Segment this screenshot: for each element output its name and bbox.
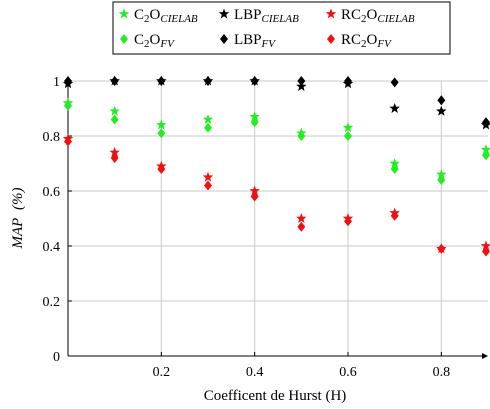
point-s2-8 — [436, 243, 447, 254]
x-axis-label: Coefficent de Hurst (H) — [204, 388, 347, 404]
legend-text-mid: O — [150, 32, 161, 48]
legend-text-sub2: 2 — [144, 13, 150, 25]
x-axis-arrow — [482, 353, 488, 359]
legend-text-sub: FV — [261, 38, 277, 50]
point-s2-1 — [109, 147, 120, 157]
point-s0-6 — [342, 122, 354, 133]
point-s1-0 — [62, 78, 74, 89]
y-axis-label-main: MAP — [10, 218, 26, 250]
legend-text-base: LBP — [234, 7, 262, 23]
y-tick-label-1: 0.2 — [43, 295, 61, 310]
point-s1-1 — [109, 75, 120, 86]
legend-entry-1: LBPCIELAB — [234, 7, 299, 25]
point-s2-5 — [296, 213, 307, 223]
legend-entry-2: RC2OCIELAB — [341, 7, 415, 25]
x-tick-label-2: 0.6 — [339, 365, 357, 380]
legend-text-sub2: 2 — [144, 38, 150, 50]
legend-text-sub: CIELAB — [262, 13, 300, 25]
legend-marker-0 — [118, 8, 130, 19]
point-s0-8 — [436, 169, 447, 179]
point-s4-5 — [297, 76, 306, 86]
point-s2-2 — [156, 160, 167, 171]
legend-box — [112, 1, 451, 55]
x-tick-label-1: 0.4 — [246, 365, 264, 380]
legend-entry-5: RC2OFV — [341, 32, 392, 50]
legend-text-base: RC — [341, 7, 361, 23]
legend-entry-3: C2OFV — [134, 32, 175, 50]
legend-marker-4 — [220, 34, 228, 44]
point-s4-8 — [437, 95, 446, 106]
point-s1-6 — [342, 78, 354, 89]
y-tick-label-2: 0.4 — [43, 240, 61, 255]
point-s1-2 — [156, 75, 167, 86]
point-s5-3 — [204, 180, 212, 191]
legend-entry-0: C2OCIELAB — [134, 7, 198, 25]
point-s1-8 — [436, 105, 447, 116]
legend-text-base: C — [134, 32, 144, 48]
point-s0-5 — [296, 127, 307, 138]
legend-text-sub: FV — [159, 38, 175, 50]
point-s5-5 — [297, 221, 306, 232]
tick-labels: 0.2 0.4 0.6 0.8 0 0.2 0.4 0.6 0.8 1 — [43, 75, 451, 380]
point-s0-4 — [249, 111, 260, 122]
y-axis-label: MAP (%) — [10, 187, 26, 249]
point-s4-7 — [390, 77, 399, 88]
data-points — [62, 75, 490, 257]
legend-entry-4: LBPFV — [234, 32, 276, 50]
legend-text-sub: FV — [376, 38, 392, 50]
legend-text-sub: CIELAB — [160, 13, 198, 25]
axes — [67, 79, 488, 359]
y-tick-label-0: 0 — [53, 350, 60, 365]
point-s0-2 — [156, 119, 167, 130]
point-s3-1 — [110, 114, 119, 125]
point-s2-6 — [342, 213, 354, 223]
x-tick-label-0: 0.2 — [153, 365, 171, 380]
legend-text-mid: O — [367, 7, 378, 23]
legend-text-base: RC — [341, 32, 361, 48]
point-s1-5 — [296, 81, 307, 91]
point-s2-9 — [480, 240, 490, 251]
x-tick-label-3: 0.8 — [433, 365, 451, 380]
legend-text-sub2: 2 — [361, 38, 367, 50]
y-tick-label-4: 0.8 — [43, 130, 61, 145]
point-s1-4 — [249, 75, 260, 86]
y-axis-label-unit: (%) — [10, 187, 26, 210]
point-s0-0 — [62, 97, 74, 108]
grid-lines — [68, 80, 488, 356]
point-s2-4 — [249, 185, 260, 196]
legend-marker-5 — [327, 34, 335, 44]
point-s3-6 — [344, 131, 352, 141]
point-s1-9 — [480, 119, 490, 130]
legend-text-sub2: 2 — [361, 13, 367, 25]
legend-text-mid: O — [150, 7, 161, 23]
point-s0-7 — [389, 158, 400, 168]
point-s0-3 — [202, 114, 214, 124]
legend-text-base: LBP — [234, 32, 262, 48]
point-s2-3 — [202, 171, 214, 182]
point-s1-7 — [389, 103, 400, 113]
point-s2-0 — [62, 133, 74, 144]
point-s2-7 — [389, 207, 400, 218]
point-s3-3 — [204, 122, 212, 133]
legend-marker-2 — [325, 8, 337, 19]
y-tick-label-3: 0.6 — [43, 185, 61, 200]
legend-text-sub: CIELAB — [377, 13, 415, 25]
point-s0-9 — [480, 144, 490, 155]
legend-text-base: C — [134, 7, 144, 23]
legend-marker-1 — [218, 8, 230, 19]
point-s1-3 — [202, 75, 214, 86]
legend-text-mid: O — [367, 32, 378, 48]
y-tick-label-5: 1 — [53, 75, 60, 90]
point-s3-2 — [157, 128, 166, 139]
legend-marker-3 — [120, 34, 128, 44]
point-s0-1 — [109, 105, 120, 116]
